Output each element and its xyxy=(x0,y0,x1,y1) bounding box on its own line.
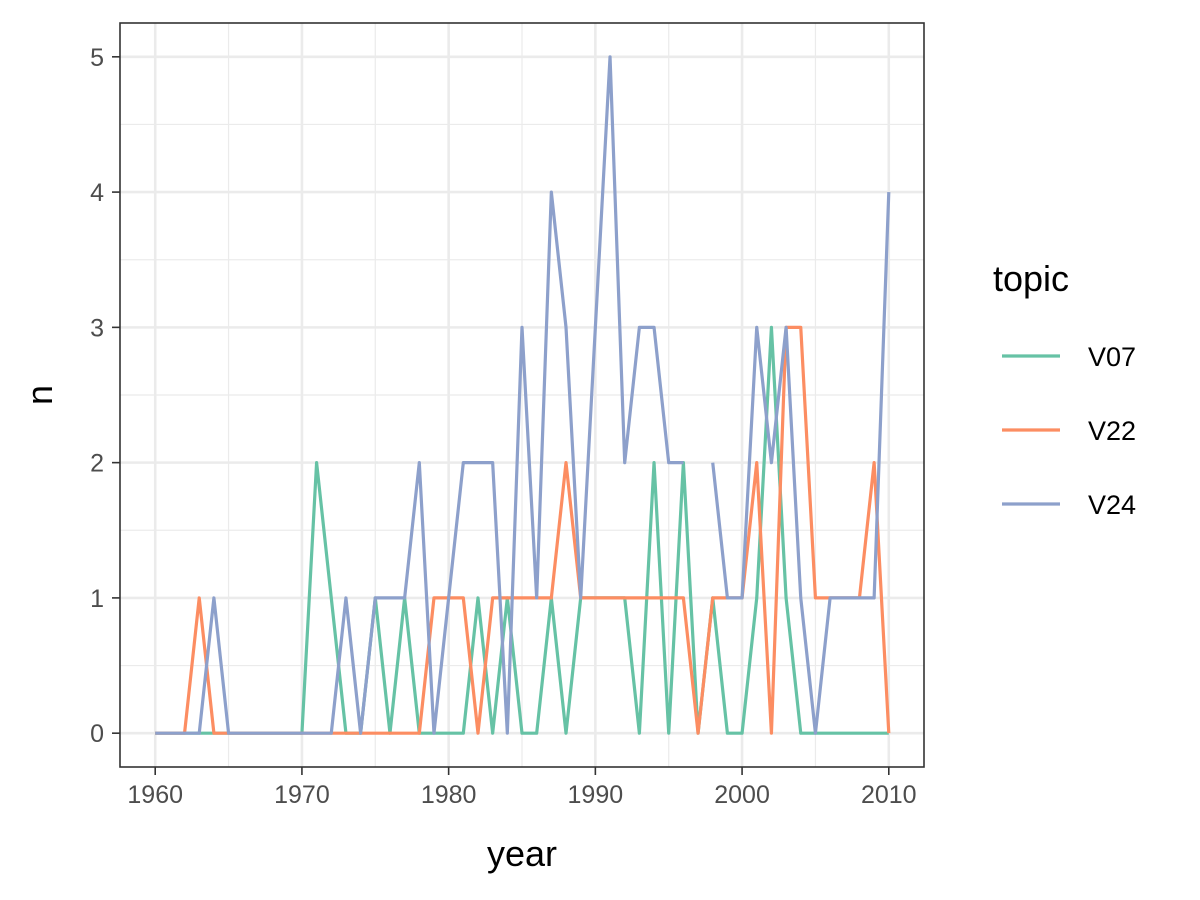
x-tick-label: 1960 xyxy=(127,781,183,809)
y-tick-label: 4 xyxy=(90,179,104,207)
y-tick-label: 1 xyxy=(90,585,104,613)
legend-label: V24 xyxy=(1088,490,1136,520)
series-line-v24 xyxy=(711,192,891,735)
x-axis: 1960 1970 1980 1990 2000 2010 xyxy=(127,767,917,809)
legend-title: topic xyxy=(993,258,1069,299)
series-lines xyxy=(155,55,891,735)
legend: topic V07 V22 V24 xyxy=(993,258,1136,520)
legend-label: V07 xyxy=(1088,342,1136,372)
legend-label: V22 xyxy=(1088,416,1136,446)
x-tick-label: 1980 xyxy=(421,781,477,809)
x-tick-label: 2000 xyxy=(714,781,770,809)
x-axis-title: year xyxy=(487,833,557,874)
legend-item-v07: V07 xyxy=(1002,342,1136,372)
y-tick-label: 2 xyxy=(90,450,104,478)
y-axis: 0 1 2 3 4 5 xyxy=(90,44,120,748)
major-gridlines xyxy=(120,23,924,767)
x-tick-label: 1990 xyxy=(568,781,624,809)
plot-border xyxy=(119,22,925,768)
y-axis-title: n xyxy=(19,385,60,405)
y-tick-label: 5 xyxy=(90,44,104,72)
x-tick-label: 1970 xyxy=(274,781,330,809)
legend-item-v22: V22 xyxy=(1002,416,1136,446)
series-line-v24 xyxy=(155,55,684,735)
legend-item-v24: V24 xyxy=(1002,490,1136,520)
x-tick-label: 2010 xyxy=(861,781,917,809)
y-tick-label: 3 xyxy=(90,314,104,342)
y-tick-label: 0 xyxy=(90,720,104,748)
